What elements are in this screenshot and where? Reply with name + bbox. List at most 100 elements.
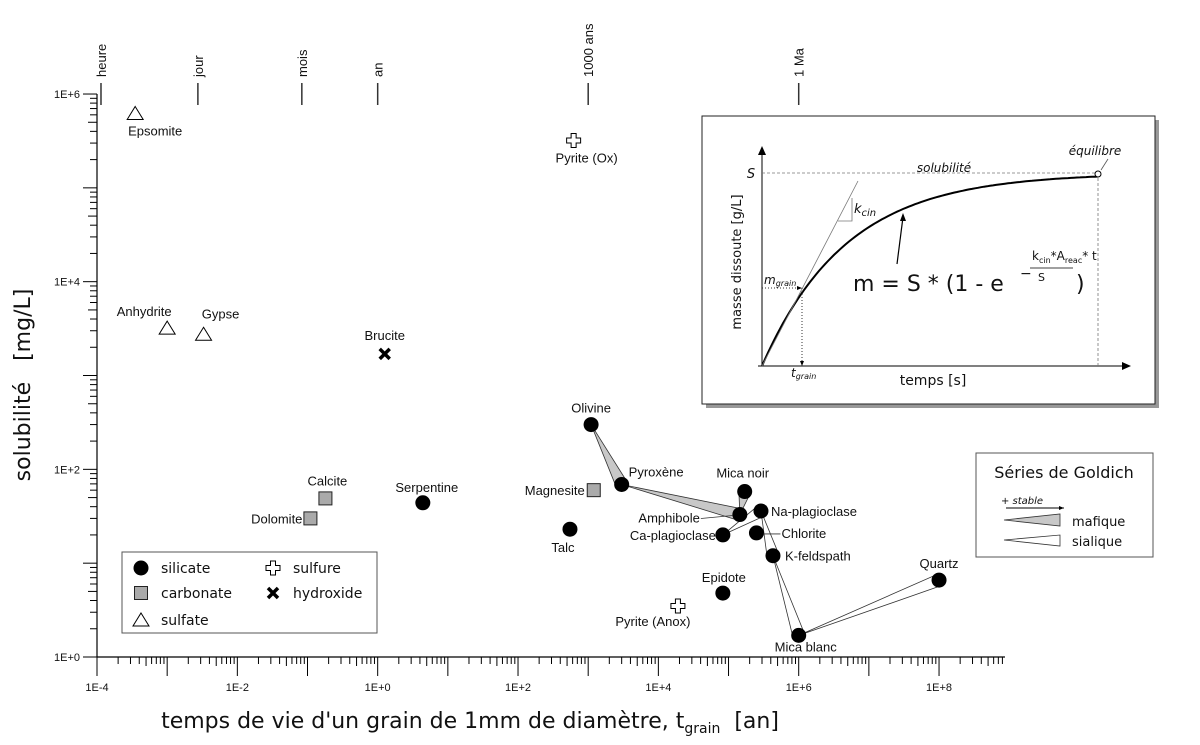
x-tick-label: 1E-4 bbox=[85, 682, 108, 694]
point-label: Olivine bbox=[571, 401, 611, 416]
sialique-wedge bbox=[772, 555, 805, 638]
point-label: K-feldspath bbox=[785, 549, 851, 564]
inset-solubility-label: solubilité bbox=[917, 161, 971, 175]
inset-kcin-label: kcin bbox=[854, 202, 876, 219]
sulfate-marker bbox=[132, 612, 150, 627]
silicate-marker bbox=[614, 476, 630, 492]
sulfure-marker bbox=[670, 598, 686, 614]
axes: 1E-4 1E-2 1E+0 1E+2 1E+4 1E+6 1E+8 1E+0 1E+2 1E+4… bbox=[54, 89, 1005, 694]
inset-equilibrium-label: équilibre bbox=[1069, 144, 1122, 158]
legend-item-carbonate: carbonate bbox=[134, 586, 232, 602]
data-point: Dolomite bbox=[251, 511, 318, 526]
point-label: Epsomite bbox=[128, 123, 182, 138]
data-point: K-feldspath bbox=[765, 548, 851, 564]
x-axis-title-main: temps de vie d'un grain de 1mm de diamèt… bbox=[161, 709, 685, 734]
data-point: Brucite bbox=[364, 328, 405, 361]
data-point: Talc bbox=[551, 521, 578, 555]
point-label: Epidote bbox=[702, 570, 746, 585]
point-label: Magnesite bbox=[525, 483, 585, 498]
time-marker-label: heure bbox=[94, 44, 109, 77]
sialique-wedge-swatch bbox=[1003, 534, 1061, 547]
point-label: Calcite bbox=[308, 473, 348, 488]
sulfure-marker bbox=[566, 132, 582, 148]
data-point: Epsomite bbox=[126, 105, 182, 138]
x-axis-title-unit: [an] bbox=[734, 709, 779, 734]
point-label: Amphibole bbox=[638, 511, 699, 526]
x-tick-label: 1E+2 bbox=[505, 682, 531, 694]
silicate-marker bbox=[737, 484, 753, 500]
silicate-marker bbox=[931, 572, 947, 588]
time-marker-label: mois bbox=[295, 49, 310, 77]
carbonate-marker bbox=[134, 586, 148, 600]
legend-label: sulfure bbox=[293, 561, 341, 577]
data-point: Pyrite (Anox) bbox=[615, 598, 690, 629]
point-label: Gypse bbox=[202, 306, 240, 321]
legend-item-sulfate: sulfate bbox=[132, 612, 209, 629]
legend-label: hydroxide bbox=[293, 586, 362, 602]
data-point: Pyroxène bbox=[614, 464, 684, 492]
legend-item-sulfure: sulfure bbox=[265, 560, 341, 577]
data-point: Mica noir bbox=[716, 466, 770, 500]
time-marker-label: 1 Ma bbox=[792, 47, 807, 77]
sulfate-marker bbox=[126, 105, 145, 120]
silicate-marker bbox=[765, 548, 781, 564]
data-point: Calcite bbox=[308, 473, 348, 506]
svg-text:): ) bbox=[1076, 272, 1085, 297]
silicate-marker bbox=[415, 495, 431, 511]
legend-item-hydroxide: hydroxide bbox=[266, 586, 362, 602]
svg-text:kcin*Areac* t: kcin*Areac* t bbox=[1032, 249, 1097, 265]
legend-label: silicate bbox=[161, 561, 210, 577]
silicate-marker bbox=[753, 503, 769, 519]
data-points: Epsomite Pyrite (Ox) Anhydrite Gypse Brucite… bbox=[117, 105, 959, 654]
inset-mgrain-label: mgrain bbox=[764, 273, 796, 288]
data-point: Mica blanc bbox=[775, 627, 838, 654]
sulfate-marker bbox=[158, 320, 177, 335]
kcin-tangent bbox=[761, 180, 859, 367]
point-label: Dolomite bbox=[251, 511, 302, 526]
silicate-marker bbox=[583, 417, 599, 433]
time-marker-label: 1000 ans bbox=[581, 23, 596, 77]
data-point: Serpentine bbox=[395, 480, 458, 511]
point-label: Mica blanc bbox=[775, 639, 838, 654]
y-axis-title: solubilité [mg/L] bbox=[11, 289, 36, 482]
category-legend: silicate carbonate sulfate sulfure hydroxide bbox=[121, 551, 378, 634]
inset-s-label: S bbox=[747, 167, 755, 182]
hydroxide-marker bbox=[266, 586, 280, 600]
mafique-wedge-swatch bbox=[1003, 513, 1061, 527]
point-label: Pyrite (Anox) bbox=[615, 614, 690, 629]
y-tick-label: 1E+4 bbox=[54, 277, 80, 289]
sulfate-marker bbox=[194, 326, 213, 341]
point-label: Pyroxène bbox=[629, 464, 684, 479]
data-point: Quartz bbox=[920, 556, 959, 588]
data-point: Anhydrite bbox=[117, 304, 177, 335]
point-label: Serpentine bbox=[395, 480, 458, 495]
equilibrium-point bbox=[1094, 170, 1102, 178]
point-label: Brucite bbox=[364, 328, 404, 343]
x-tick-label: 1E+0 bbox=[365, 682, 391, 694]
goldich-wedges bbox=[590, 424, 942, 638]
goldich-legend-title: Séries de Goldich bbox=[994, 463, 1134, 482]
goldich-direction-label: + stable bbox=[1001, 496, 1043, 507]
legend-item-silicate: silicate bbox=[133, 560, 210, 577]
svg-text:−: − bbox=[1020, 266, 1032, 282]
y-tick-label: 1E+6 bbox=[54, 89, 80, 101]
hydroxide-marker bbox=[378, 347, 391, 361]
x-axis-title: temps de vie d'un grain de 1mm de diamèt… bbox=[161, 709, 779, 737]
inset-y-label: masse dissoute [g/L] bbox=[730, 194, 745, 329]
silicate-marker bbox=[732, 507, 748, 523]
x-tick-label: 1E+8 bbox=[926, 682, 952, 694]
goldich-legend: Séries de Goldich + stable mafique siali… bbox=[975, 452, 1154, 558]
silicate-marker bbox=[715, 585, 731, 601]
data-point: Pyrite (Ox) bbox=[556, 132, 618, 165]
data-point: Amphibole bbox=[638, 507, 748, 526]
point-label: Chlorite bbox=[781, 526, 826, 541]
inset-tgrain-label: tgrain bbox=[791, 366, 816, 381]
sulfure-marker bbox=[265, 560, 281, 576]
x-tick-label: 1E+4 bbox=[645, 682, 671, 694]
point-label: Ca-plagioclase bbox=[630, 528, 716, 543]
carbonate-marker bbox=[303, 511, 318, 526]
x-tick-label: 1E-2 bbox=[226, 682, 249, 694]
y-tick-label: 1E+2 bbox=[54, 464, 80, 476]
data-point: Ca-plagioclase bbox=[630, 527, 731, 543]
point-label: Anhydrite bbox=[117, 304, 172, 319]
